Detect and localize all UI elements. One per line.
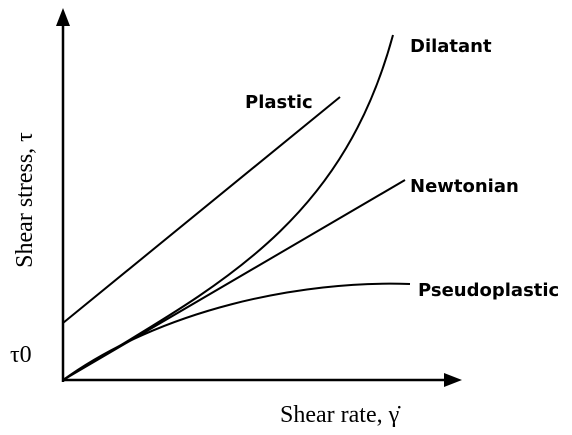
x-axis-arrow (444, 373, 462, 387)
curve-label: Plastic (245, 92, 313, 113)
pseudoplastic-curve (62, 282, 411, 381)
y-intercept-label: τ0 (10, 342, 32, 368)
y-axis-arrow (56, 8, 70, 26)
plastic-curve (62, 96, 341, 324)
y-axis-label: Shear stress, τ (12, 132, 38, 268)
curve-label: Newtonian (410, 176, 519, 197)
x-axis-label: Shear rate, γ̇ (280, 402, 401, 428)
curve-label: Dilatant (410, 36, 492, 57)
dilatant-curve (62, 34, 394, 381)
newtonian-curve (62, 179, 406, 381)
curve-label: Pseudoplastic (418, 280, 559, 301)
